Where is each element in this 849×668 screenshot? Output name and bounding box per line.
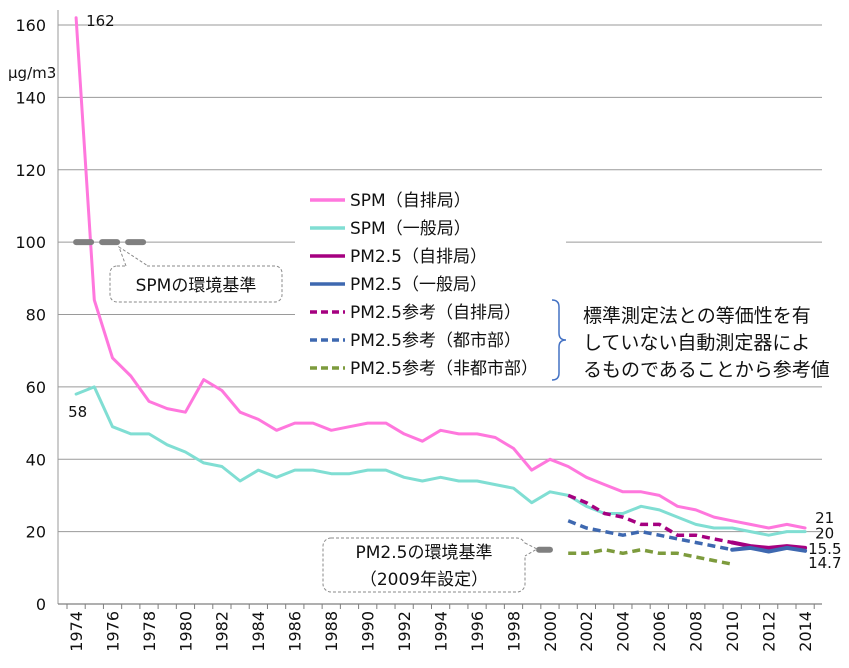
legend-item-spm-roadside: SPM（自排局） — [310, 191, 471, 211]
legend-item-pm25-ambient: PM2.5（一般局） — [310, 275, 487, 295]
legend-label: PM2.5参考（非都市部） — [350, 359, 538, 379]
legend-item-spm-ambient: SPM（一般局） — [310, 219, 471, 239]
x-tick-label: 1998 — [504, 611, 523, 652]
x-tick-label: 2010 — [723, 611, 742, 652]
callout-box — [322, 537, 526, 593]
y-tick-label: 20 — [26, 523, 46, 542]
legend-label: SPM（自排局） — [350, 191, 471, 211]
reference-lines — [73, 239, 553, 553]
x-tick-label: 1992 — [395, 611, 414, 652]
note-line-3: るものであることから参考値 — [583, 359, 830, 381]
legend-item-pm25-ref-urban: PM2.5参考（都市部） — [310, 331, 521, 351]
x-tick-label: 2000 — [541, 611, 560, 652]
pm25-standard-year-label: （2009年設定） — [360, 570, 488, 590]
y-tick-label: 120 — [15, 161, 46, 180]
x-tick-label: 2014 — [796, 611, 815, 652]
note-line-1: 標準測定法との等価性を有 — [583, 305, 811, 327]
data-label: 58 — [68, 403, 87, 421]
y-axis-tick-labels: 0 20 40 60 80 100 120 140 160 — [15, 16, 46, 614]
data-label: 21 — [815, 509, 834, 527]
series-line-pm25-ref-nonurban — [568, 547, 733, 566]
x-tick-label: 1986 — [286, 611, 305, 652]
callout-pointer-fill — [524, 543, 537, 556]
y-axis-unit-label: μg/m3 — [8, 64, 56, 82]
series-lines — [74, 16, 808, 566]
x-tick-label: 1994 — [431, 611, 450, 652]
series-line-pm25-ambient — [730, 545, 808, 554]
x-tick-label: 2012 — [759, 611, 778, 652]
axes — [57, 10, 822, 609]
x-tick-label: 2006 — [650, 611, 669, 652]
legend-item-pm25-ref-roadside: PM2.5参考（自排局） — [310, 303, 521, 323]
data-label: 162 — [86, 12, 115, 30]
reference-note: 標準測定法との等価性を有 していない自動測定器によ るものであることから参考値 — [583, 305, 830, 381]
y-tick-label: 160 — [15, 16, 46, 35]
x-tick-label: 1980 — [176, 611, 195, 652]
spm-standard-callout: SPMの環境基準 — [109, 245, 283, 303]
legend-label: PM2.5（自排局） — [350, 247, 487, 267]
x-tick-label: 2008 — [687, 611, 706, 652]
pm25-standard-label: PM2.5の環境基準 — [356, 543, 493, 563]
legend: SPM（自排局） SPM（一般局） PM2.5（自排局） PM2.5（一般局） PM2.… — [310, 191, 538, 379]
pm25-standard-callout: PM2.5の環境基準 （2009年設定） — [322, 537, 539, 593]
x-tick-label: 1976 — [103, 611, 122, 652]
y-tick-label: 0 — [36, 595, 46, 614]
x-tick-label: 1974 — [67, 611, 86, 652]
x-tick-label: 1996 — [468, 611, 487, 652]
x-tick-label: 1988 — [322, 611, 341, 652]
y-tick-label: 100 — [15, 233, 46, 252]
data-label: 14.7 — [808, 554, 841, 572]
legend-item-pm25-roadside: PM2.5（自排局） — [310, 247, 487, 267]
note-background — [566, 298, 838, 382]
x-tick-label: 2004 — [614, 611, 633, 652]
x-tick-label: 1984 — [249, 611, 268, 652]
callout-pointer — [524, 542, 539, 557]
gridlines — [58, 24, 822, 533]
x-tick-label: 2002 — [577, 611, 596, 652]
series-line-pm25-ref-roadside — [567, 493, 733, 545]
callout-pointer — [118, 245, 149, 267]
x-tick-label: 1990 — [359, 611, 378, 652]
y-tick-label: 60 — [26, 378, 46, 397]
x-axis-tick-labels: 1974 1976 1978 1980 1982 1984 1986 1988 1990 1992… — [67, 611, 815, 652]
x-tick-label: 1978 — [140, 611, 159, 652]
y-tick-label: 140 — [15, 88, 46, 107]
y-tick-label: 40 — [26, 450, 46, 469]
legend-label: PM2.5（一般局） — [350, 275, 487, 295]
data-label: 15.5 — [808, 540, 841, 558]
legend-item-pm25-ref-nonurban: PM2.5参考（非都市部） — [310, 359, 538, 379]
series-line-spm-roadside — [74, 16, 807, 530]
data-label: 20 — [815, 525, 834, 543]
reference-group-bracket — [551, 299, 567, 381]
series-line-pm25-ref-urban — [567, 519, 733, 552]
spm-standard-label: SPMの環境基準 — [136, 276, 257, 296]
x-tick-label: 1982 — [213, 611, 232, 652]
note-line-2: していない自動測定器によ — [583, 332, 810, 354]
callout-box — [109, 265, 283, 303]
legend-label: SPM（一般局） — [350, 219, 471, 239]
legend-label: PM2.5参考（都市部） — [350, 331, 521, 351]
y-tick-label: 80 — [26, 306, 46, 325]
series-line-spm-ambient — [74, 385, 807, 537]
series-line-pm25-roadside — [730, 540, 808, 550]
legend-label: PM2.5参考（自排局） — [350, 303, 521, 323]
